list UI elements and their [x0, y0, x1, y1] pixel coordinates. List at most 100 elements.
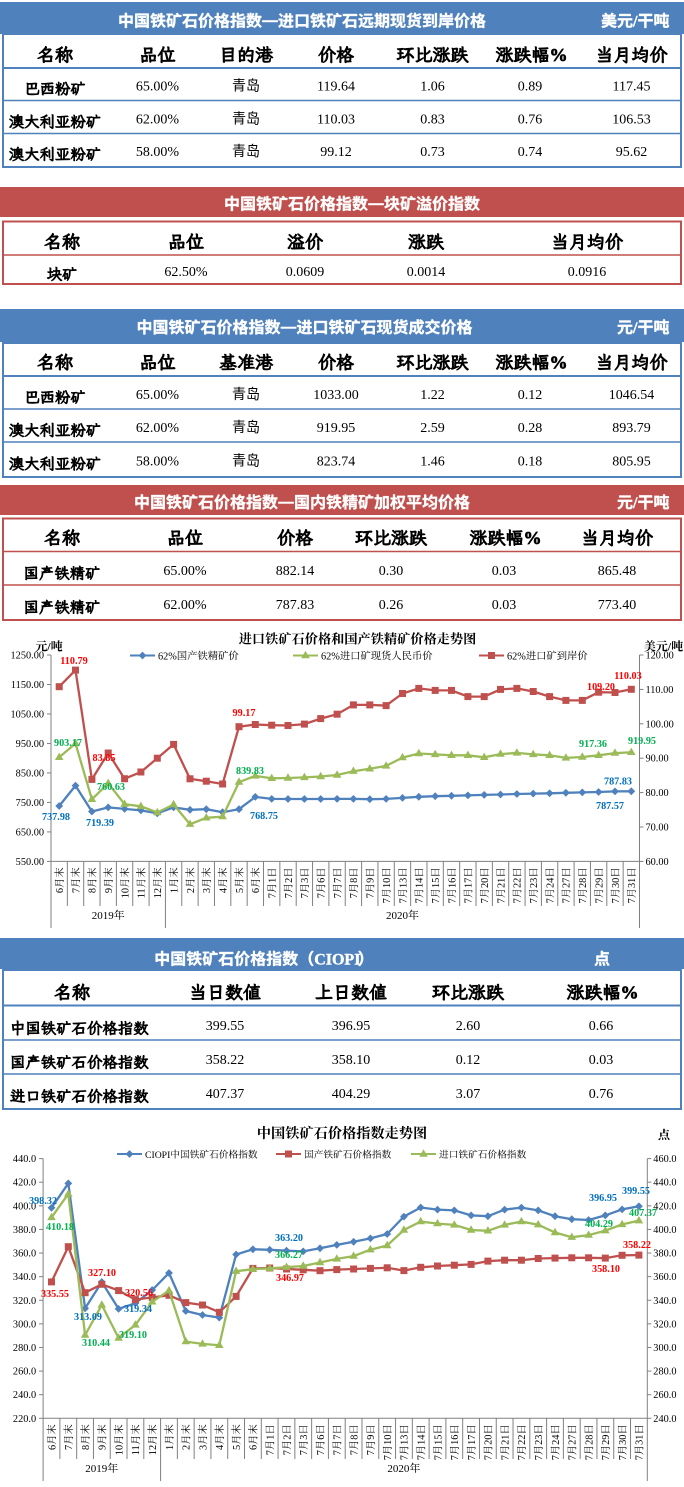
svg-text:773.40: 773.40 [598, 598, 637, 613]
svg-text:7: 7 [627, 898, 638, 903]
svg-text:1150.00: 1150.00 [11, 680, 44, 691]
svg-text:398.32: 398.32 [29, 1196, 57, 1207]
svg-text:10: 10 [382, 878, 393, 888]
svg-text:7: 7 [71, 888, 82, 893]
svg-text:31: 31 [635, 1435, 646, 1445]
svg-text:27: 27 [562, 878, 573, 888]
svg-text:7: 7 [64, 1445, 75, 1450]
svg-text:13: 13 [400, 1435, 411, 1445]
svg-text:22: 22 [517, 1435, 528, 1445]
svg-text:0.26: 0.26 [379, 598, 404, 613]
svg-text:83.85: 83.85 [93, 753, 116, 764]
svg-text:1250.00: 1250.00 [11, 651, 44, 662]
svg-text:7: 7 [551, 1455, 562, 1460]
svg-text:0.12: 0.12 [518, 388, 543, 403]
svg-text:1.46: 1.46 [420, 455, 445, 470]
svg-text:882.14: 882.14 [276, 564, 315, 579]
svg-text:65.00%: 65.00% [163, 564, 207, 579]
svg-text:396.95: 396.95 [589, 1193, 617, 1204]
svg-text:1: 1 [266, 1435, 277, 1440]
svg-text:99.12: 99.12 [320, 145, 352, 160]
svg-text:917.36: 917.36 [579, 739, 607, 750]
svg-text:15: 15 [433, 1435, 444, 1445]
svg-text:3: 3 [202, 888, 213, 893]
svg-text:7: 7 [415, 898, 426, 903]
svg-text:17: 17 [464, 878, 475, 888]
svg-text:0.74: 0.74 [518, 145, 543, 160]
svg-text:7: 7 [349, 893, 360, 898]
svg-text:903.17: 903.17 [54, 738, 82, 749]
svg-text:240.0: 240.0 [653, 1414, 676, 1425]
svg-text:5: 5 [235, 888, 246, 893]
svg-text:300.0: 300.0 [13, 1319, 36, 1330]
svg-text:14: 14 [417, 1435, 428, 1445]
svg-text:110.79: 110.79 [60, 656, 87, 667]
svg-text:768.75: 768.75 [250, 811, 278, 822]
svg-text:65.00%: 65.00% [136, 80, 180, 95]
svg-text:327.10: 327.10 [88, 1268, 116, 1279]
svg-text:407.37: 407.37 [206, 1087, 245, 1102]
svg-text:320.0: 320.0 [653, 1319, 676, 1330]
svg-text:7: 7 [366, 1450, 377, 1455]
svg-text:240.0: 240.0 [13, 1390, 36, 1401]
svg-text:2: 2 [284, 878, 295, 883]
svg-text:24: 24 [545, 878, 556, 888]
svg-text:420.0: 420.0 [13, 1178, 36, 1189]
svg-text:20: 20 [480, 878, 491, 888]
svg-text:2: 2 [186, 888, 197, 893]
svg-text:29: 29 [594, 878, 605, 888]
svg-text:7: 7 [618, 1455, 629, 1460]
svg-text:2.60: 2.60 [456, 1019, 481, 1034]
svg-text:7: 7 [284, 893, 295, 898]
svg-text:0.0014: 0.0014 [407, 265, 446, 280]
svg-text:440.0: 440.0 [653, 1178, 676, 1189]
svg-text:/: / [667, 640, 672, 654]
svg-text:865.48: 865.48 [598, 564, 637, 579]
svg-text:7: 7 [433, 1455, 444, 1460]
svg-text:7: 7 [562, 898, 573, 903]
svg-text:893.79: 893.79 [612, 421, 651, 436]
svg-text:360.0: 360.0 [13, 1249, 36, 1260]
svg-text:7: 7 [316, 1450, 327, 1455]
svg-text:320.56: 320.56 [125, 1288, 153, 1299]
svg-text:7: 7 [529, 898, 540, 903]
svg-text:9: 9 [366, 878, 377, 883]
svg-text:62.00%: 62.00% [136, 421, 180, 436]
svg-text:7: 7 [545, 898, 556, 903]
svg-text:7: 7 [517, 1455, 528, 1460]
svg-text:319.34: 319.34 [124, 1304, 152, 1315]
svg-text:8: 8 [349, 1435, 360, 1440]
svg-text:6: 6 [317, 878, 328, 883]
svg-text:100.00: 100.00 [646, 719, 674, 730]
svg-text:2019: 2019 [85, 1463, 108, 1475]
svg-text:396.95: 396.95 [332, 1019, 371, 1034]
svg-text:380.0: 380.0 [653, 1249, 676, 1260]
svg-text:2020: 2020 [387, 1463, 410, 1475]
svg-text:/: / [632, 14, 638, 31]
svg-text:7: 7 [366, 893, 377, 898]
svg-text:7: 7 [500, 1455, 511, 1460]
svg-text:117.45: 117.45 [613, 80, 651, 95]
svg-text:6: 6 [55, 888, 66, 893]
svg-text:21: 21 [496, 878, 507, 888]
svg-text:10: 10 [114, 1445, 125, 1455]
svg-text:3: 3 [300, 878, 311, 883]
svg-text:9: 9 [366, 1435, 377, 1440]
svg-text:335.55: 335.55 [41, 1289, 69, 1300]
svg-text:7: 7 [450, 1455, 461, 1460]
svg-text:1050.00: 1050.00 [11, 710, 44, 721]
svg-text:7: 7 [447, 898, 458, 903]
svg-text:青岛: 青岛 [232, 420, 260, 436]
svg-text:0.03: 0.03 [492, 564, 517, 579]
svg-text:%: % [524, 528, 542, 548]
svg-text:0.28: 0.28 [518, 421, 543, 436]
svg-text:0.83: 0.83 [420, 113, 445, 128]
svg-text:62.00%: 62.00% [163, 598, 207, 613]
svg-text:7: 7 [300, 893, 311, 898]
svg-text:7: 7 [594, 898, 605, 903]
svg-text:7: 7 [398, 898, 409, 903]
svg-text:110.03: 110.03 [317, 113, 355, 128]
svg-text:17: 17 [467, 1435, 478, 1445]
svg-text:7: 7 [513, 898, 524, 903]
svg-text:%: % [550, 353, 568, 373]
